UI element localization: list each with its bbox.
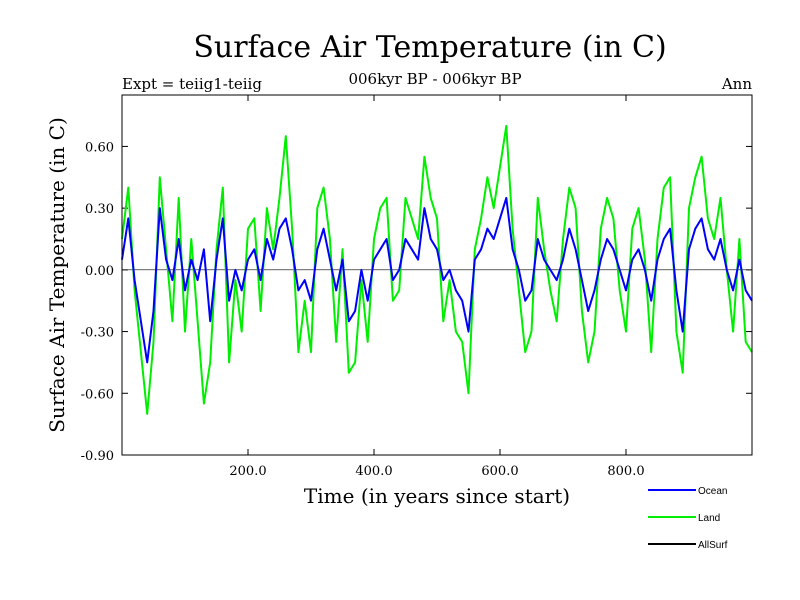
series-group [121, 124, 753, 415]
legend-label-ocean: Ocean [698, 486, 727, 497]
y-tick-label: -0.60 [81, 387, 114, 402]
x-axis-label: Time (in years since start) [304, 484, 570, 508]
axes-group: -0.90 -0.60 -0.30 0.00 0.30 0.60 200.0 400.0 600… [81, 95, 752, 479]
period-label: 006kyr BP - 006kyr BP [348, 70, 521, 88]
season-label: Ann [721, 75, 752, 93]
legend-label-land: Land [698, 513, 720, 524]
x-tick-label: 600.0 [481, 464, 518, 479]
series-line-ocean [121, 196, 753, 364]
y-tick-label: -0.90 [81, 449, 114, 464]
y-tick-label: -0.30 [81, 326, 114, 341]
y-tick-label: 0.60 [85, 140, 114, 155]
chart-title: Surface Air Temperature (in C) [193, 30, 666, 65]
plot-frame [121, 94, 753, 456]
legend: Ocean Land AllSurf [648, 486, 728, 551]
series-line-land [121, 124, 753, 415]
y-tick-label: 0.30 [85, 202, 114, 217]
experiment-label: Expt = teiig1-teiig [122, 75, 262, 93]
legend-label-allsurf: AllSurf [698, 540, 728, 551]
y-tick-label: 0.00 [85, 264, 114, 279]
x-tick-label: 400.0 [355, 464, 392, 479]
y-axis-label: Surface Air Temperature (in C) [45, 117, 69, 433]
x-tick-label: 200.0 [229, 464, 266, 479]
x-tick-label: 800.0 [607, 464, 644, 479]
